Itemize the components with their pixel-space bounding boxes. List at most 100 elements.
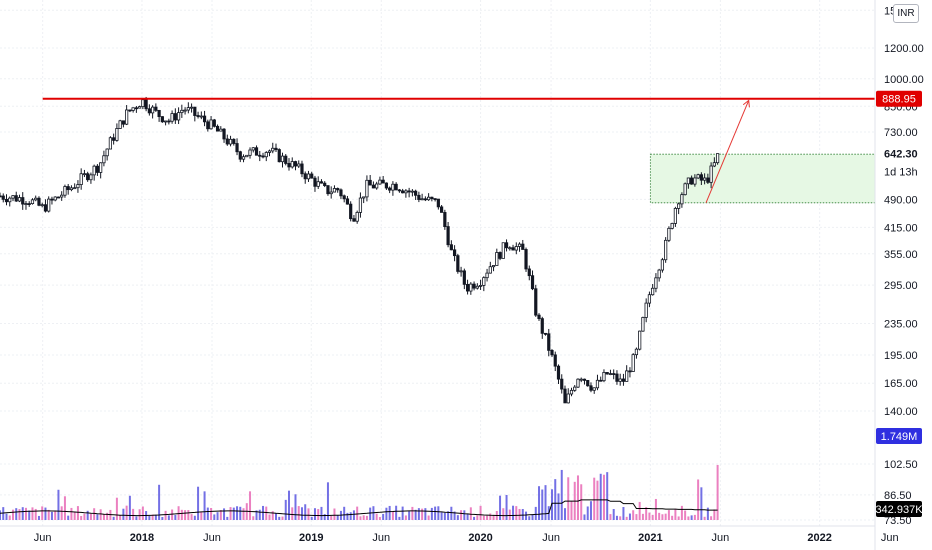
candle-body (375, 183, 379, 189)
candle-body (680, 194, 684, 205)
volume-bar (658, 512, 661, 520)
volume-bar (151, 514, 154, 520)
volume-bar (2, 507, 5, 520)
price-tick-label: 490.00 (884, 194, 918, 206)
candle-body (384, 182, 389, 189)
candle-body (30, 199, 35, 205)
last-price-label: 642.30 (884, 149, 918, 161)
volume-bar (661, 514, 664, 520)
volume-bar (369, 507, 372, 520)
volume-bar (619, 516, 622, 520)
volume-bar (499, 495, 502, 520)
candle-body (540, 318, 544, 334)
price-tick-label: 355.00 (884, 249, 918, 261)
volume-bar (502, 508, 505, 520)
candle-body (670, 223, 674, 229)
candle-body (527, 268, 531, 277)
price-tick-label: 235.00 (884, 318, 918, 330)
volume-bar (284, 499, 287, 520)
candle-body (699, 174, 703, 181)
candle-body (8, 197, 12, 203)
volume-bar (216, 512, 219, 520)
price-tick-label: 1200.00 (884, 43, 924, 55)
volume-bar (336, 515, 339, 520)
candle-body (102, 155, 106, 164)
volume-bar (249, 491, 252, 520)
candle-body (293, 161, 298, 167)
candle-body (504, 242, 509, 249)
candle-body (4, 198, 9, 203)
volume-bar (44, 507, 47, 520)
candle-body (89, 174, 93, 181)
candle-body (446, 226, 450, 246)
volume-bar (80, 515, 83, 520)
volume-bar (557, 493, 560, 520)
candle-body (215, 125, 220, 132)
candle-body (368, 179, 372, 186)
volume-bar (281, 516, 284, 520)
candle-body (37, 197, 41, 206)
consolidation-zone (649, 153, 876, 204)
volume-bar (154, 514, 157, 520)
volume-bar (505, 494, 508, 520)
candle-body (47, 198, 51, 212)
candle-body (112, 137, 116, 141)
candle-body (677, 203, 681, 209)
volume-tick-label: 86.50 (884, 490, 912, 502)
volume-bar (54, 511, 57, 520)
volume-bar (521, 508, 524, 520)
volume-bar (430, 507, 433, 520)
volume-bar (41, 506, 44, 520)
candle-body (254, 147, 259, 156)
volume-bar (57, 489, 60, 520)
volume-bar (401, 506, 404, 520)
candle-body (641, 317, 645, 332)
volume-bar (148, 515, 151, 520)
volume-bars (0, 464, 719, 520)
candle-body (391, 183, 395, 191)
candle-body (673, 208, 677, 224)
volume-bar (275, 513, 278, 520)
volume-bar (628, 513, 631, 520)
candle-body (349, 203, 353, 220)
volume-bar (5, 513, 8, 520)
volume-bar (352, 510, 355, 520)
resistance-label-bg (876, 90, 922, 107)
candle-body (615, 373, 619, 382)
candle-body (336, 188, 340, 191)
candle-body (147, 108, 151, 114)
candle-body (202, 115, 207, 123)
volume-bar (119, 515, 122, 520)
candle-body (430, 196, 434, 200)
volume-bar (641, 513, 644, 520)
candle-body (274, 147, 278, 150)
volume-bar (654, 498, 657, 520)
volume-bar (411, 506, 414, 520)
candle-body (547, 333, 551, 351)
currency-badge[interactable]: INR (893, 4, 919, 23)
candle-body (50, 198, 54, 201)
candle-body (628, 370, 632, 373)
candle-body (517, 243, 522, 247)
volume-bar (479, 505, 482, 520)
candle-body (170, 113, 174, 122)
price-tick-label: 195.00 (884, 350, 918, 362)
candle-body (40, 204, 44, 207)
volume-bar (317, 509, 320, 520)
volume-bar (60, 506, 63, 520)
candle-body (342, 195, 346, 200)
candle-body (183, 109, 187, 112)
candle-body (709, 165, 713, 183)
volume-bar (18, 509, 21, 520)
price-axis[interactable]: 15001200.001000.00850.00730.00490.00415.… (884, 5, 924, 527)
candle-body (508, 247, 512, 250)
volume-bar (349, 512, 352, 520)
candle-body (280, 155, 285, 163)
volume-bar (287, 490, 290, 520)
volume-bar (518, 508, 521, 520)
candle-body (410, 190, 414, 193)
candle-body (125, 109, 129, 125)
time-axis[interactable]: Jun 2018 Jun 2019 Jun 2020 Jun 2021 Jun 2022 Jun (34, 532, 899, 544)
candle-body (414, 190, 418, 196)
